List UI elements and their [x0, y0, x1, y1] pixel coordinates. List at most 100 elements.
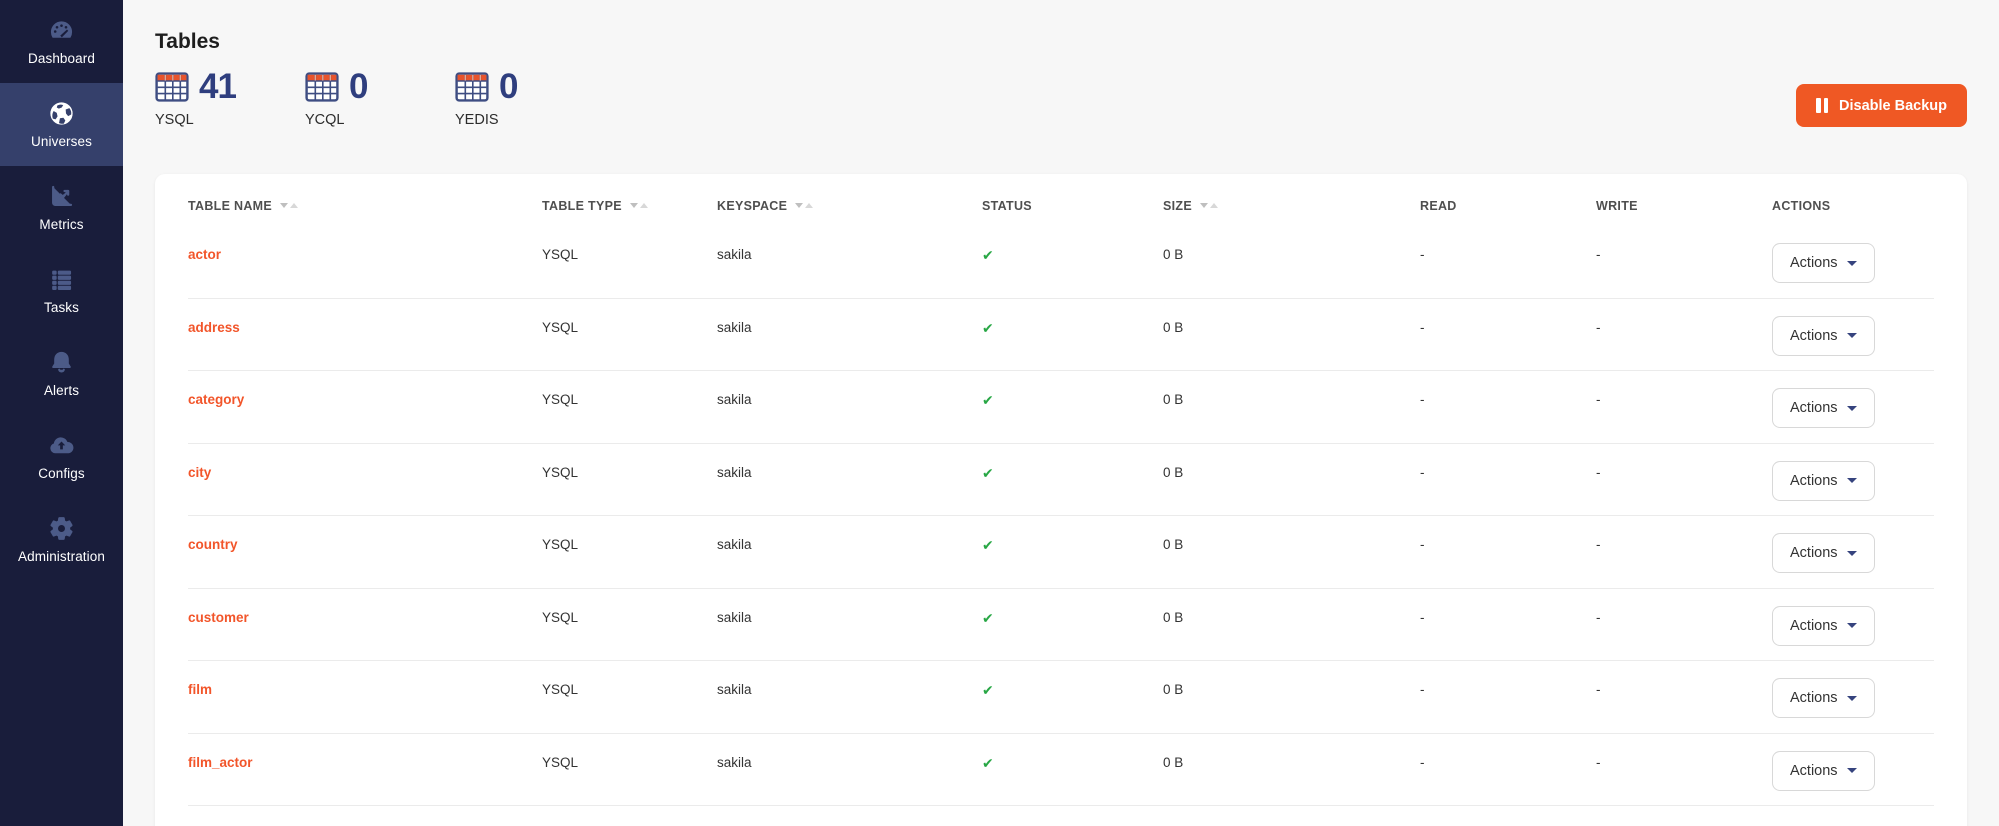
status-cell [982, 444, 1163, 516]
table-name-link[interactable]: actor [188, 247, 222, 262]
table-type-cell: YSQL [542, 464, 579, 480]
sidebar-item-label: Metrics [39, 217, 84, 232]
chevron-down-icon [1846, 478, 1857, 483]
stat-count: 0 [349, 67, 368, 106]
row-actions-button[interactable]: Actions [1772, 533, 1875, 573]
table-type-cell: YSQL [542, 247, 579, 262]
table-name-cell: customer [188, 589, 542, 661]
row-actions-button[interactable]: Actions [1772, 605, 1875, 646]
stat-ysql: 41 YSQL [155, 67, 305, 128]
sidebar-item-label: Dashboard [28, 51, 95, 66]
read-cell: - [1420, 464, 1425, 480]
keyspace-cell: sakila [717, 609, 752, 625]
status-cell [982, 589, 1163, 661]
row-actions-button[interactable]: Actions [1772, 678, 1875, 718]
chevron-down-icon [1846, 550, 1857, 556]
size-cell: 0 B [1163, 319, 1184, 335]
disable-backup-label: Disable Backup [1839, 97, 1947, 114]
keyspace-cell: sakila [717, 247, 752, 262]
sort-icons [629, 203, 648, 208]
chevron-down-icon [1846, 260, 1857, 266]
table-name-link[interactable]: customer [188, 609, 249, 625]
status-cell [982, 299, 1163, 371]
table-name-cell: address [188, 299, 542, 371]
disable-backup-button[interactable]: Disable Backup [1796, 84, 1967, 127]
sort-icons [795, 203, 814, 208]
table-row: city YSQL sakila 0 B - - Actions [188, 444, 1934, 516]
sidebar-item-label: Alerts [43, 383, 80, 398]
sidebar-item-alerts[interactable]: Alerts [0, 332, 123, 415]
actions-cell: Actions [1772, 371, 1934, 443]
column-header-status: STATUS [982, 199, 1032, 213]
table-name-link[interactable]: category [188, 392, 245, 407]
read-cell: - [1420, 609, 1425, 625]
read-cell: - [1420, 247, 1425, 262]
status-cell [982, 734, 1163, 806]
table-type-cell: YSQL [542, 609, 579, 625]
table-name-link[interactable]: address [188, 319, 240, 335]
actions-cell: Actions [1772, 444, 1934, 516]
chevron-down-icon [1846, 333, 1857, 338]
status-success-check-icon [982, 537, 994, 553]
sidebar-item-metrics[interactable]: Metrics [0, 166, 123, 249]
alerts-bell-icon [52, 351, 71, 373]
row-actions-button[interactable]: Actions [1772, 388, 1875, 428]
row-actions-button[interactable]: Actions [1772, 315, 1875, 356]
stat-count: 0 [499, 67, 518, 106]
page-title: Tables [155, 30, 220, 53]
pause-icon [1816, 98, 1828, 113]
sidebar-item-label: Tasks [43, 300, 79, 315]
read-cell: - [1420, 392, 1425, 407]
column-header-table-type[interactable]: TABLE TYPE [542, 199, 717, 226]
sidebar-item-dashboard[interactable]: Dashboard [0, 0, 123, 83]
sidebar-item-universes[interactable]: Universes [0, 83, 123, 166]
status-success-check-icon [982, 320, 994, 336]
sidebar-item-administration[interactable]: Administration [0, 498, 123, 581]
chevron-down-icon [1846, 768, 1857, 773]
row-actions-button[interactable]: Actions [1772, 243, 1875, 283]
status-success-check-icon [982, 610, 994, 626]
sidebar: Dashboard Universes Metrics [0, 0, 123, 826]
column-header-actions: ACTIONS [1772, 199, 1831, 213]
actions-cell: Actions [1772, 589, 1934, 661]
write-cell: - [1596, 464, 1601, 480]
status-cell [982, 371, 1163, 443]
table-name-cell: category [188, 371, 542, 443]
main-content: Tables 41 YSQL 0 YCQL 0 YEDIS Disable B [123, 0, 1999, 826]
read-cell: - [1420, 319, 1425, 335]
table-type-cell: YSQL [542, 682, 579, 697]
table-name-link[interactable]: film_actor [188, 754, 253, 770]
table-name-cell: actor [188, 226, 542, 298]
table-row: country YSQL sakila 0 B - - Actions [188, 516, 1934, 589]
table-name-cell: film_actor [188, 734, 542, 806]
table-name-link[interactable]: country [188, 537, 238, 552]
write-cell: - [1596, 319, 1601, 335]
row-actions-button[interactable]: Actions [1772, 460, 1875, 501]
size-cell: 0 B [1163, 464, 1184, 480]
table-row: address YSQL sakila 0 B - - Actions [188, 299, 1934, 371]
sidebar-item-configs[interactable]: Configs [0, 415, 123, 498]
column-header-table-name[interactable]: TABLE NAME [188, 199, 542, 226]
column-header-size[interactable]: SIZE [1163, 199, 1420, 226]
status-cell [982, 661, 1163, 733]
stat-count: 41 [199, 67, 237, 106]
actions-button-label: Actions [1790, 545, 1838, 561]
status-success-check-icon [982, 247, 994, 263]
status-cell [982, 516, 1163, 588]
stat-label: YSQL [155, 112, 194, 128]
status-success-check-icon [982, 392, 994, 408]
table-count-icon [455, 72, 489, 102]
write-cell: - [1596, 609, 1601, 625]
row-actions-button[interactable]: Actions [1772, 750, 1875, 791]
table-type-cell: YSQL [542, 392, 579, 407]
size-cell: 0 B [1163, 682, 1184, 697]
table-name-link[interactable]: film [188, 682, 213, 697]
configs-cloud-upload-icon [50, 437, 74, 454]
actions-button-label: Actions [1790, 255, 1838, 271]
size-cell: 0 B [1163, 754, 1184, 770]
column-header-keyspace[interactable]: KEYSPACE [717, 199, 982, 226]
column-header-write: WRITE [1596, 199, 1638, 213]
administration-gear-icon [50, 517, 73, 540]
table-name-link[interactable]: city [188, 464, 212, 480]
sidebar-item-tasks[interactable]: Tasks [0, 249, 123, 332]
